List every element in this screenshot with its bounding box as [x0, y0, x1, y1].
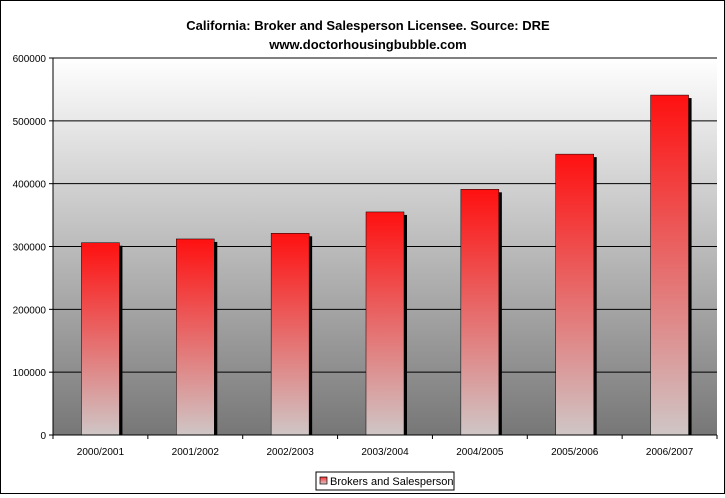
chart-title: California: Broker and Salesperson Licen…: [186, 18, 550, 33]
x-tick-label: 2005/2006: [551, 447, 599, 458]
y-tick-label: 300000: [13, 243, 47, 254]
bar: [555, 153, 594, 436]
bar: [81, 242, 120, 436]
x-tick-label: 2002/2003: [267, 447, 315, 458]
chart-subtitle: www.doctorhousingbubble.com: [268, 37, 466, 52]
bar: [270, 233, 310, 436]
y-axis-tick-labels: 0 100000 200000 300000 400000 500000 600000: [13, 54, 53, 442]
y-tick-label: 200000: [13, 305, 47, 316]
bars: [81, 94, 692, 436]
x-tick-label: 2006/2007: [646, 447, 694, 458]
legend-label: Brokers and Salesperson: [330, 476, 454, 488]
y-tick-label: 100000: [13, 368, 47, 379]
y-tick-label: 0: [40, 431, 46, 442]
bar: [460, 189, 500, 436]
bar: [365, 211, 405, 436]
y-tick-label: 600000: [13, 54, 47, 65]
bar: [176, 238, 215, 436]
legend: Brokers and Salesperson: [315, 471, 455, 491]
x-tick-label: 2001/2002: [172, 447, 220, 458]
x-tick-label: 2000/2001: [77, 447, 125, 458]
legend-box: [315, 471, 455, 491]
x-axis: 2000/2001 2001/2002 2002/2003 2003/2004 2004…: [52, 58, 718, 458]
x-tick-label: 2003/2004: [361, 447, 409, 458]
y-tick-label: 400000: [13, 180, 47, 191]
x-tick-label: 2004/2005: [456, 447, 504, 458]
bar: [650, 94, 689, 436]
legend-swatch: [319, 476, 328, 485]
y-tick-label: 500000: [13, 117, 47, 128]
